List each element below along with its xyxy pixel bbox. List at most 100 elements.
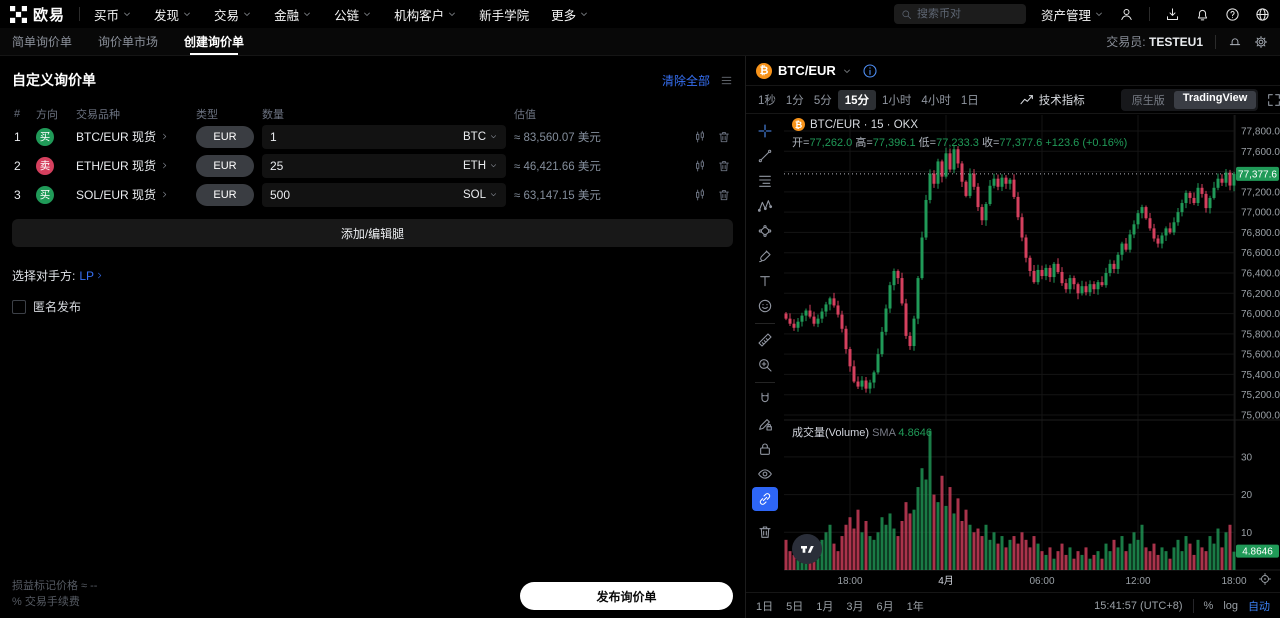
divider <box>1149 7 1150 21</box>
ruler-icon[interactable] <box>752 328 778 352</box>
range-6月[interactable]: 6月 <box>876 600 894 613</box>
timeframe-4小时[interactable]: 4小时 <box>921 94 951 107</box>
nav-menu-发现[interactable]: 发现 <box>154 5 192 24</box>
pair-selector[interactable]: SOL/EUR 现货 <box>76 186 188 203</box>
link-icon[interactable] <box>752 487 778 511</box>
unit-dropdown[interactable]: BTC <box>463 131 498 143</box>
currency-button[interactable]: EUR <box>196 183 254 206</box>
help-icon[interactable] <box>1225 7 1240 22</box>
side-badge: 买 <box>36 127 54 146</box>
zoom-in-icon[interactable] <box>752 353 778 377</box>
counterparty-selector[interactable]: LP <box>79 269 104 283</box>
emoji-icon[interactable] <box>752 294 778 318</box>
column-header: # <box>14 108 21 120</box>
search-input[interactable] <box>916 8 1007 20</box>
amount-input[interactable] <box>270 158 463 173</box>
svg-text:4月: 4月 <box>938 575 954 587</box>
timeframe-1日[interactable]: 1日 <box>960 94 979 107</box>
tab-创建询价单[interactable]: 创建询价单 <box>184 28 244 55</box>
nav-menu-公链[interactable]: 公链 <box>334 5 372 24</box>
chart-symbol: BTC/EUR <box>778 63 836 78</box>
timeframe-1秒[interactable]: 1秒 <box>758 94 776 107</box>
crosshair-icon[interactable] <box>752 119 778 143</box>
percent-scale-button[interactable]: % <box>1203 599 1214 612</box>
svg-text:77,800.0: 77,800.0 <box>1241 127 1280 138</box>
timeframe-1小时[interactable]: 1小时 <box>882 94 912 107</box>
range-1年[interactable]: 1年 <box>906 600 924 613</box>
notifications-icon[interactable] <box>1195 7 1210 22</box>
trendline-icon[interactable] <box>752 144 778 168</box>
unit-dropdown[interactable]: SOL <box>463 189 498 201</box>
indicators-button[interactable]: 技术指标 <box>1019 92 1085 108</box>
timeframe-5分[interactable]: 5分 <box>813 94 832 107</box>
forecast-icon[interactable] <box>752 219 778 243</box>
magnet-icon[interactable] <box>752 387 778 411</box>
range-1月[interactable]: 1月 <box>816 600 834 613</box>
chevron-down-icon <box>242 9 252 19</box>
language-icon[interactable] <box>1255 7 1270 22</box>
nav-menu-金融[interactable]: 金融 <box>274 5 312 24</box>
currency-button[interactable]: EUR <box>196 125 254 148</box>
draw-lock-icon[interactable] <box>752 412 778 436</box>
chevron-down-icon[interactable] <box>842 66 852 76</box>
lock-icon[interactable] <box>752 437 778 461</box>
eye-icon[interactable] <box>752 462 778 486</box>
tab-询价单市场[interactable]: 询价单市场 <box>98 35 159 49</box>
row-chart-icon[interactable] <box>693 159 707 173</box>
scroll-to-realtime-icon[interactable] <box>1258 572 1272 586</box>
tradingview-mode-option[interactable]: TradingView <box>1173 90 1257 109</box>
hat-icon[interactable] <box>1228 35 1242 49</box>
nav-menu-新手学院[interactable]: 新手学院 <box>479 8 530 23</box>
info-icon[interactable] <box>862 63 878 79</box>
auto-scale-button[interactable]: 自动 <box>1248 600 1270 613</box>
nav-menu-买币[interactable]: 买币 <box>94 5 132 24</box>
range-3月[interactable]: 3月 <box>846 600 864 613</box>
menu-icon[interactable] <box>720 74 733 87</box>
row-chart-icon[interactable] <box>693 130 707 144</box>
nav-menu-交易[interactable]: 交易 <box>214 5 252 24</box>
log-scale-button[interactable]: log <box>1223 599 1238 612</box>
native-mode-option[interactable]: 原生版 <box>1131 94 1165 107</box>
amount-input[interactable] <box>270 129 463 144</box>
tab-简单询价单[interactable]: 简单询价单 <box>12 35 73 49</box>
user-icon[interactable] <box>1119 7 1134 22</box>
publish-rfq-button[interactable]: 发布询价单 <box>520 582 733 610</box>
asset-management-menu[interactable]: 资产管理 <box>1041 5 1104 24</box>
chart-area[interactable]: 77,800.0 77,600.0 77,200.0 77,000.0 76,800.0… <box>784 114 1280 592</box>
row-delete-icon[interactable] <box>717 159 731 173</box>
custom-rfq-panel: 自定义询价单 清除全部 # 方向 交易品种 类型 数量 估值 1 买 BTC/EUR 现货 EU… <box>0 56 746 618</box>
nav-menu-机构客户[interactable]: 机构客户 <box>394 5 457 24</box>
column-header: 类型 <box>196 109 218 121</box>
table-row: 1买 BTC/EUR 现货 EUR BTC ≈ 83,560.07 美元 <box>12 122 733 151</box>
fib-retracement-icon[interactable] <box>752 169 778 193</box>
row-delete-icon[interactable] <box>717 130 731 144</box>
add-edit-legs-button[interactable]: 添加/编辑腿 <box>12 219 733 247</box>
search-box[interactable] <box>893 4 1026 24</box>
fullscreen-icon[interactable] <box>1266 92 1280 108</box>
okx-brand[interactable]: 欧易 <box>10 4 65 25</box>
unit-dropdown[interactable]: ETH <box>463 160 498 172</box>
nav-menu-更多[interactable]: 更多 <box>551 5 589 24</box>
pair-selector[interactable]: BTC/EUR 现货 <box>76 128 188 145</box>
xabcd-pattern-icon[interactable] <box>752 194 778 218</box>
svg-text:06:00: 06:00 <box>1029 576 1054 587</box>
timeframe-15分[interactable]: 15分 <box>837 89 877 110</box>
svg-text:76,800.0: 76,800.0 <box>1241 228 1280 239</box>
range-5日[interactable]: 5日 <box>786 600 804 613</box>
text-icon[interactable] <box>752 269 778 293</box>
trash-icon[interactable] <box>752 520 778 544</box>
svg-text:77,600.0: 77,600.0 <box>1241 147 1280 158</box>
row-delete-icon[interactable] <box>717 188 731 202</box>
anonymous-checkbox[interactable] <box>12 299 26 314</box>
settings-icon[interactable] <box>1254 35 1268 49</box>
currency-button[interactable]: EUR <box>196 154 254 177</box>
range-1日[interactable]: 1日 <box>756 600 774 613</box>
amount-input[interactable] <box>270 187 463 202</box>
timeframe-1分[interactable]: 1分 <box>785 94 804 107</box>
clear-all-link[interactable]: 清除全部 <box>661 73 710 88</box>
pair-selector[interactable]: ETH/EUR 现货 <box>76 157 188 174</box>
tradingview-logo[interactable] <box>792 534 822 564</box>
download-icon[interactable] <box>1165 7 1180 22</box>
brush-icon[interactable] <box>752 244 778 268</box>
row-chart-icon[interactable] <box>693 188 707 202</box>
